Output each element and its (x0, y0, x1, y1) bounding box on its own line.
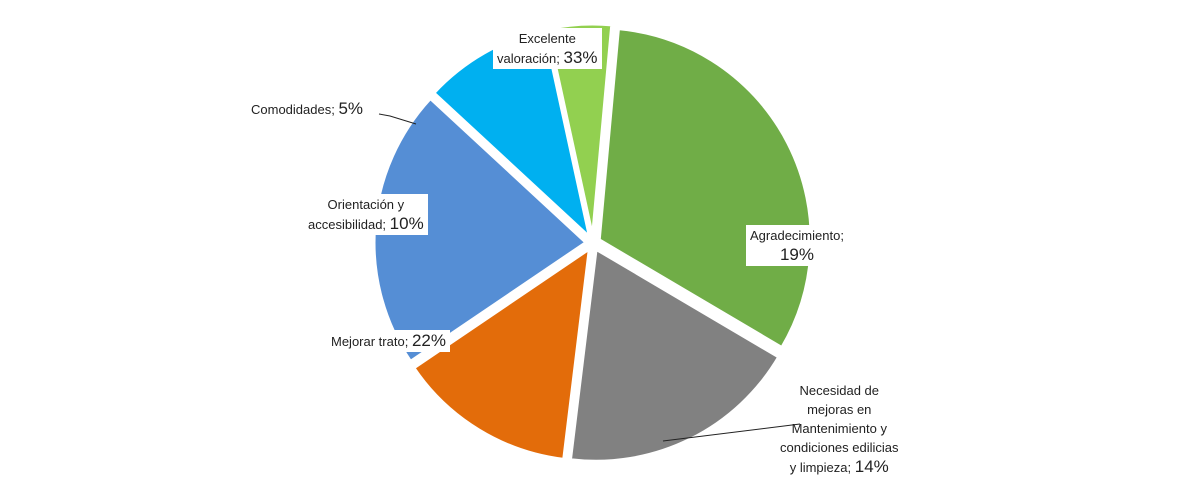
data-label-orientacion-y-accesibilidad: Orientación y accesibilidad; 10% (304, 194, 428, 235)
data-label-name: Comodidades; (251, 102, 335, 117)
data-label-name: Excelente valoración; (497, 31, 576, 66)
data-label-value: 19% (779, 245, 814, 264)
data-label-comodidades: Comodidades; 5% (247, 98, 368, 120)
data-label-name: Agradecimiento; (750, 228, 844, 243)
data-label-value: 22% (411, 331, 446, 350)
pie-slice-necesidad-de-mejoras-en-mantenimiento-y-condiciones-edilicias-y-limpieza (411, 245, 592, 462)
data-label-name: Mejorar trato; (331, 334, 409, 349)
data-label-value: 14% (854, 457, 889, 476)
data-label-mejorar-trato: Mejorar trato; 22% (327, 330, 450, 352)
data-label-value: 5% (338, 99, 364, 118)
leader-line-comodidades (378, 113, 417, 125)
data-label-value: 33% (563, 48, 598, 67)
pie-slices (372, 22, 813, 463)
data-label-agradecimiento: Agradecimiento; 19% (746, 225, 848, 266)
data-label-excelente-valoracion: Excelente valoración; 33% (493, 28, 602, 69)
leader-lines (378, 113, 801, 442)
data-label-name: Orientación y accesibilidad; (308, 197, 405, 232)
pie-slice-excelente-valoracion (597, 27, 813, 350)
data-label-value: 10% (389, 214, 424, 233)
leader-line-necesidad-de-mejoras (662, 423, 801, 442)
pie-slice-agradecimiento (568, 246, 781, 463)
data-label-necesidad-de-mejoras: Necesidad de mejoras en Mantenimiento y … (776, 380, 903, 478)
data-label-name: Necesidad de mejoras en Mantenimiento y … (780, 383, 899, 475)
